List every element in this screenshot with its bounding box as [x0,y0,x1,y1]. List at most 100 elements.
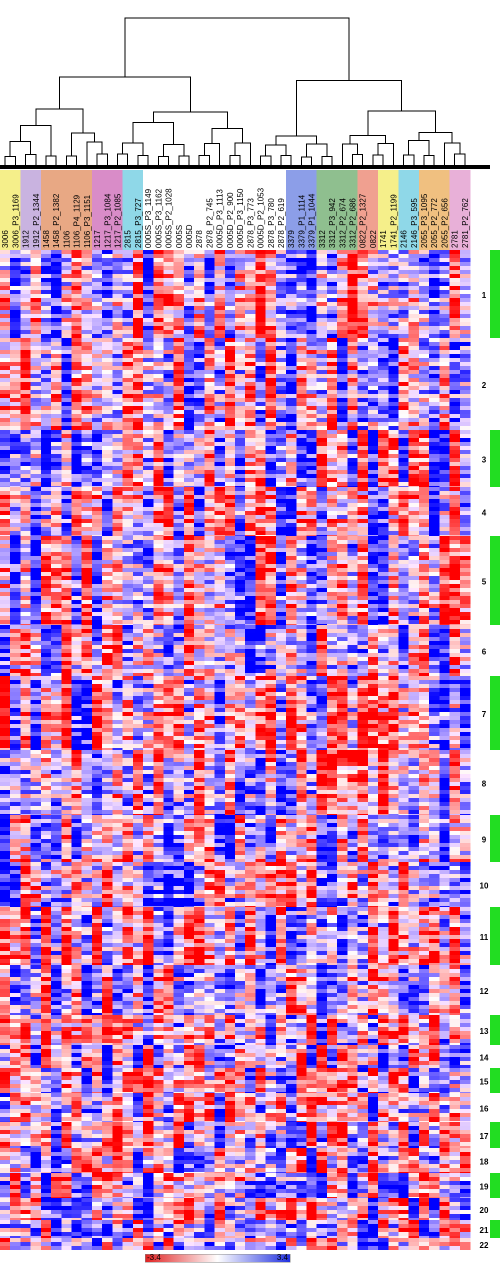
heatmap-cell [61,474,72,478]
heatmap-cell [0,254,11,258]
heatmap-cell [51,478,62,482]
label-box [183,170,195,250]
heatmap-cell [459,350,471,354]
heatmap-cell [296,584,307,588]
heatmap-cell [112,410,124,414]
heatmap-cell [71,322,83,326]
heatmap-cell [235,294,246,298]
heatmap-cell [30,362,42,366]
heatmap-cell [51,342,62,346]
heatmap-cell [122,250,134,254]
heatmap-cell [51,564,62,568]
heatmap-cell [439,270,450,274]
heatmap-cell [347,499,359,503]
heatmap-cell [235,616,246,620]
heatmap-cell [102,314,113,318]
heatmap-cell [429,637,440,641]
heatmap-cell [255,624,267,625]
heatmap-cell [10,474,21,478]
heatmap-cell [81,306,93,310]
heatmap-cell [20,531,32,535]
heatmap-cell [286,600,297,604]
heatmap-cell [316,584,328,588]
heatmap-cell [20,592,32,596]
heatmap-cell [183,358,195,362]
heatmap-cell [378,402,389,406]
heatmap-cell [286,462,297,466]
heatmap-cell [153,620,164,624]
heatmap-cell [173,604,185,608]
heatmap-cell [204,318,215,322]
heatmap-cell [367,294,379,298]
heatmap-cell [81,442,93,446]
dendrogram-branch [300,156,313,165]
heatmap-cell [30,657,42,661]
heatmap-cell [449,515,461,519]
heatmap-cell [51,426,62,430]
heatmap-cell [102,258,113,262]
heatmap-cell [316,458,328,462]
heatmap-cell [71,548,83,552]
heatmap-cell [102,527,113,531]
heatmap-cell [337,536,348,540]
heatmap-cell [91,366,103,370]
heatmap-cell [316,568,328,572]
heatmap-cell [51,637,62,641]
heatmap-cell [183,653,195,657]
heatmap-cell [132,604,144,608]
heatmap-cell [153,486,164,487]
heatmap-cell [265,342,277,346]
heatmap-cell [143,266,154,270]
heatmap-cell [337,535,348,536]
heatmap-cell [132,406,144,410]
heatmap-cell [61,544,72,548]
heatmap-cell [388,342,399,346]
heatmap-cell [429,454,440,458]
heatmap-cell [204,560,215,564]
heatmap-cell [265,286,277,290]
heatmap-cell [265,446,277,450]
heatmap-cell [214,466,226,470]
heatmap-cell [40,358,52,362]
heatmap-cell [347,560,359,564]
heatmap-cell [214,548,226,552]
heatmap-cell [40,641,52,645]
heatmap-cell [378,306,389,310]
heatmap-cell [173,402,185,406]
heatmap-cell [357,588,369,592]
heatmap-cell [326,612,338,616]
heatmap-cell [71,330,83,334]
heatmap-cell [235,612,246,616]
heatmap-cell [132,645,144,649]
heatmap-cell [61,270,72,274]
heatmap-cell [388,398,399,402]
heatmap-cell [30,600,42,604]
heatmap-cell [71,564,83,568]
heatmap-cell [204,507,215,511]
heatmap-cell [102,503,113,507]
heatmap-cell [81,616,93,620]
heatmap-cell [408,258,420,262]
heatmap-cell [408,410,420,414]
heatmap-cell [459,544,471,548]
heatmap-cell [30,649,42,653]
label-box [173,170,185,250]
heatmap-cell [378,592,389,596]
heatmap-cell [91,620,103,624]
heatmap-cell [51,354,62,358]
heatmap-cell [449,306,461,310]
heatmap-cell [224,350,236,354]
heatmap-cell [112,568,124,572]
heatmap-cell [132,358,144,362]
heatmap-cell [235,466,246,470]
heatmap-cell [306,499,318,503]
heatmap-cell [429,270,440,274]
heatmap-cell [357,290,369,294]
heatmap-cell [326,366,338,370]
heatmap-cell [20,434,32,438]
heatmap-cell [214,616,226,620]
heatmap-cell [20,302,32,306]
heatmap-cell [194,442,205,446]
heatmap-cell [245,422,256,426]
heatmap-cell [163,531,175,535]
